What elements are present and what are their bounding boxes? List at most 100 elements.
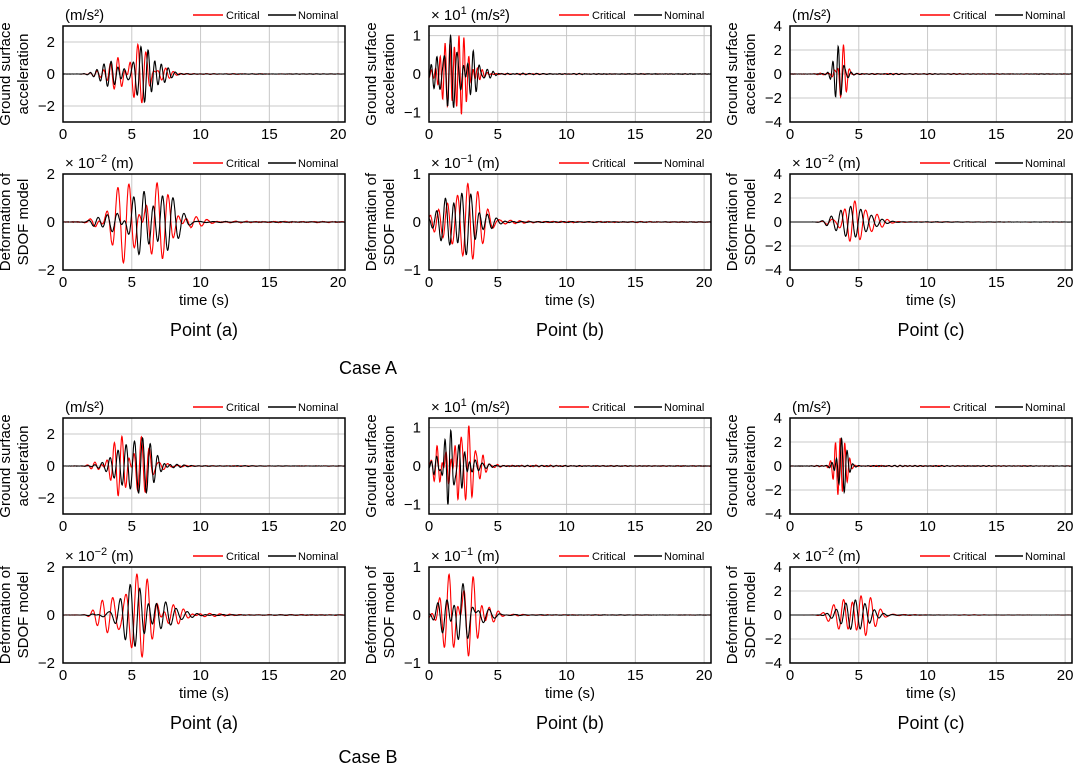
unit: (m/s²) (471, 7, 510, 24)
y-tick-label: −4 (765, 114, 782, 131)
unit: (m/s²) (792, 7, 831, 24)
y-tick-label: 4 (774, 18, 782, 35)
x-tick-label: 15 (627, 126, 644, 143)
legend: Critical Nominal (193, 10, 338, 22)
y-tick-label: 2 (47, 426, 55, 443)
y-tick-label: 2 (47, 166, 55, 183)
exponent: −2 (822, 153, 835, 165)
x-tick-label: 5 (494, 126, 502, 143)
x-tick-label: 15 (261, 667, 278, 684)
axis-unit-label: × 101 (m/s²) (431, 397, 510, 416)
unit: (m/s²) (65, 399, 104, 416)
x-tick-label: 10 (558, 518, 575, 535)
unit: (m) (111, 155, 134, 172)
point-title: Point (c) (897, 713, 964, 733)
x-tick-label: 20 (1057, 518, 1074, 535)
plot-frame (789, 25, 1073, 123)
y-tick-label: −2 (38, 98, 55, 115)
multiplier: × 10 (431, 155, 461, 172)
legend-label-nominal: Nominal (298, 551, 338, 563)
y-tick-label: 2 (774, 42, 782, 59)
legend: Critical Nominal (920, 551, 1065, 563)
x-tick-label: 15 (988, 274, 1005, 291)
y-tick-label: −4 (765, 262, 782, 279)
x-tick-label: 20 (696, 518, 713, 535)
legend-label-critical: Critical (592, 551, 626, 563)
y-axis-label-line: SDOF model (15, 179, 32, 266)
series-line-nominal (790, 205, 1072, 238)
y-tick-label: 2 (47, 559, 55, 576)
panel-case-b-deformation-a: 0 5 10 15 20−202× 10−2 (m) Critical NominalDefo… (0, 546, 346, 733)
x-tick-label: 20 (696, 126, 713, 143)
axis-unit-label: × 10−2 (m) (65, 546, 134, 565)
y-tick-label: −2 (765, 90, 782, 107)
y-tick-label: −2 (38, 262, 55, 279)
y-axis-label-line: Ground surface (724, 22, 741, 125)
legend-label-nominal: Nominal (1025, 158, 1065, 170)
x-tick-label: 20 (696, 667, 713, 684)
series-line-critical (790, 595, 1072, 637)
panel-case-b-acceleration-c: 0 5 10 15 20 −4 −2 0 2 4 (m/s²) Critical Nominal Grou… (724, 399, 1073, 535)
plot-frame (428, 25, 712, 123)
y-tick-label: 0 (413, 214, 421, 231)
y-tick-label: 0 (413, 607, 421, 624)
y-axis-label: Ground surfaceacceleration (0, 22, 32, 125)
y-axis-label-line: Ground surface (0, 414, 14, 517)
series-line-nominal (429, 583, 711, 641)
y-tick-label: 1 (413, 420, 421, 437)
y-axis-label-line: SDOF model (15, 572, 32, 659)
y-tick-label: −2 (38, 655, 55, 672)
panel-case-a-deformation-a: 0 5 10 15 20−202× 10−2 (m) Critical NominalDefo… (0, 153, 346, 340)
y-tick-label: 0 (774, 607, 782, 624)
x-tick-label: 5 (494, 274, 502, 291)
axis-unit-label: × 10−1 (m) (431, 546, 500, 565)
y-axis-label: Ground surfaceacceleration (363, 414, 398, 517)
y-tick-label: −2 (765, 631, 782, 648)
unit: (m) (477, 548, 500, 565)
y-axis-label: Deformation ofSDOF model (0, 172, 32, 271)
legend-label-critical: Critical (953, 402, 987, 414)
series-line-nominal (429, 192, 711, 256)
y-tick-label: 0 (47, 607, 55, 624)
legend-label-nominal: Nominal (298, 402, 338, 414)
x-tick-label: 20 (696, 274, 713, 291)
y-tick-label: 0 (413, 458, 421, 475)
x-tick-label: 0 (425, 667, 433, 684)
legend: Critical Nominal (559, 551, 704, 563)
plot-frame (62, 566, 346, 664)
y-axis-label-line: SDOF model (742, 179, 759, 266)
series-line-critical (429, 425, 711, 502)
y-axis-label: Ground surfaceacceleration (724, 22, 759, 125)
y-axis-label-line: Ground surface (363, 22, 380, 125)
x-tick-label: 20 (330, 126, 347, 143)
exponent: −1 (461, 546, 474, 558)
legend-label-nominal: Nominal (664, 551, 704, 563)
y-axis-label: Deformation ofSDOF model (363, 172, 398, 271)
plot-frame (428, 417, 712, 515)
legend-label-critical: Critical (226, 158, 260, 170)
legend-label-critical: Critical (592, 402, 626, 414)
x-tick-label: 15 (627, 667, 644, 684)
x-tick-label: 5 (855, 667, 863, 684)
x-tick-label: 20 (1057, 274, 1074, 291)
y-tick-label: 0 (774, 458, 782, 475)
panel-case-b-acceleration-b: 0 5 10 15 20−101× 101 (m/s²) Critical NominalGr… (363, 397, 712, 535)
y-tick-label: 2 (774, 583, 782, 600)
point-title: Point (b) (536, 713, 604, 733)
series-line-nominal (63, 436, 345, 495)
y-axis-label-line: Deformation of (363, 172, 380, 271)
x-tick-label: 10 (192, 126, 209, 143)
axis-unit-label: × 10−2 (m) (792, 153, 861, 172)
x-tick-label: 10 (558, 126, 575, 143)
x-tick-label: 5 (128, 274, 136, 291)
panel-case-a-deformation-b: 0 5 10 15 20−101× 10−1 (m) Critical NominalDefo… (363, 153, 712, 340)
series-line-nominal (63, 45, 345, 104)
y-tick-label: −2 (765, 482, 782, 499)
plot-frame (428, 173, 712, 271)
y-tick-label: 0 (774, 66, 782, 83)
series-line-nominal (63, 191, 345, 256)
y-tick-label: 2 (774, 434, 782, 451)
y-axis-label-line: Deformation of (724, 565, 741, 664)
y-axis-label-line: SDOF model (381, 572, 398, 659)
